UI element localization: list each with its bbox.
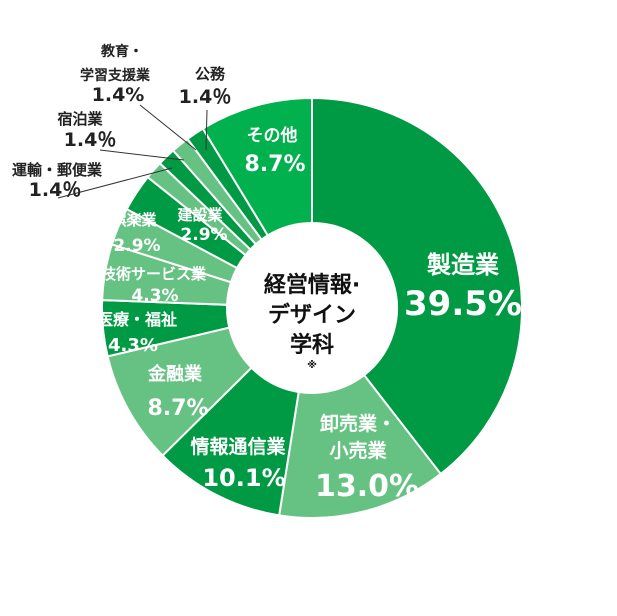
slice-value-label: 1.4％ [64,129,117,151]
slice-name-label: 情報通信業 [190,435,286,458]
slice-name-label: 教育・ [101,43,143,60]
slice-value-label: 1.4% [92,84,145,106]
slice-name-label: 学習支援業 [80,67,151,84]
slice-name-label: 建設業 [177,206,223,224]
center-label: 経営情報· デザイン 学科 ※ [264,272,360,371]
slice-name-label: 公務 [195,65,226,83]
leader-line [57,167,173,199]
slice-value-label: 2.9% [180,225,227,245]
leader-line [205,109,208,151]
slice-value-label: 13.0% [315,469,419,504]
slice-name-label: 運輸・郵便業 [12,161,103,179]
slice-labels: 製造業 39.5% 卸売業・小売業 13.0% 情報通信業 10.1% 金融業 8.7% 医療・… [12,43,522,504]
leader-line [139,104,197,151]
pie-slices [101,96,523,519]
slice-name-label: 金融業 [147,363,203,385]
slice-value-label: 8.7% [244,152,305,177]
slice-name-label: 小売業 [329,439,387,462]
donut-hole [227,223,397,393]
slice-value-label: 39.5% [404,284,522,324]
slice-value-label: 4.3% [131,286,178,306]
slice-name-label: 卸売業・ [320,412,396,435]
slice-name-label: 娯楽業 [111,211,157,229]
slice-value-label: 4.3% [108,335,158,356]
slice-value-label: 8.7% [147,396,208,421]
leader-line [99,149,185,161]
slice-value-label: 10.1% [202,464,285,492]
leader-lines [57,104,208,199]
center-label-line-2: デザイン [268,302,356,328]
slice-name-label: その他 [247,125,298,146]
slice-value-label: 1.4％ [179,86,232,108]
slice-value-label: 2.9% [113,236,160,256]
slice-name-label: 宿泊業 [57,110,103,128]
center-label-line-1: 経営情報· [264,272,360,298]
slice-name-label: 専門・技術サービス業 [56,265,207,283]
center-label-line-3: 学科 [290,332,334,358]
center-label-note: ※ [307,359,317,371]
slice-name-label: 医療・福祉 [97,310,177,329]
slice-name-label: 製造業 [427,251,499,279]
slice-value-label: 1.4％ [29,179,82,201]
